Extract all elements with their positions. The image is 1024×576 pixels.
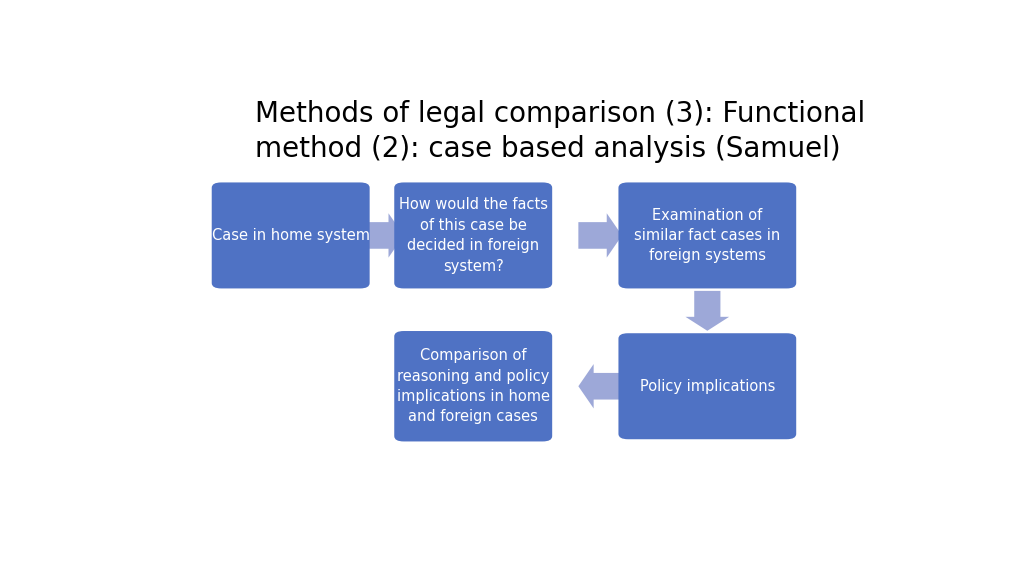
Polygon shape (579, 364, 622, 408)
Text: How would the facts
of this case be
decided in foreign
system?: How would the facts of this case be deci… (398, 198, 548, 274)
Text: Examination of
similar fact cases in
foreign systems: Examination of similar fact cases in for… (634, 207, 780, 263)
Text: Case in home system: Case in home system (212, 228, 370, 243)
Text: Comparison of
reasoning and policy
implications in home
and foreign cases: Comparison of reasoning and policy impli… (396, 348, 550, 425)
FancyBboxPatch shape (618, 183, 797, 289)
FancyBboxPatch shape (394, 331, 552, 441)
FancyBboxPatch shape (212, 183, 370, 289)
Polygon shape (579, 213, 622, 257)
Polygon shape (360, 213, 403, 257)
FancyBboxPatch shape (618, 334, 797, 439)
Polygon shape (685, 291, 729, 331)
FancyBboxPatch shape (394, 183, 552, 289)
Text: Methods of legal comparison (3): Functional
method (2): case based analysis (Sam: Methods of legal comparison (3): Functio… (255, 100, 865, 163)
Text: Policy implications: Policy implications (640, 379, 775, 394)
